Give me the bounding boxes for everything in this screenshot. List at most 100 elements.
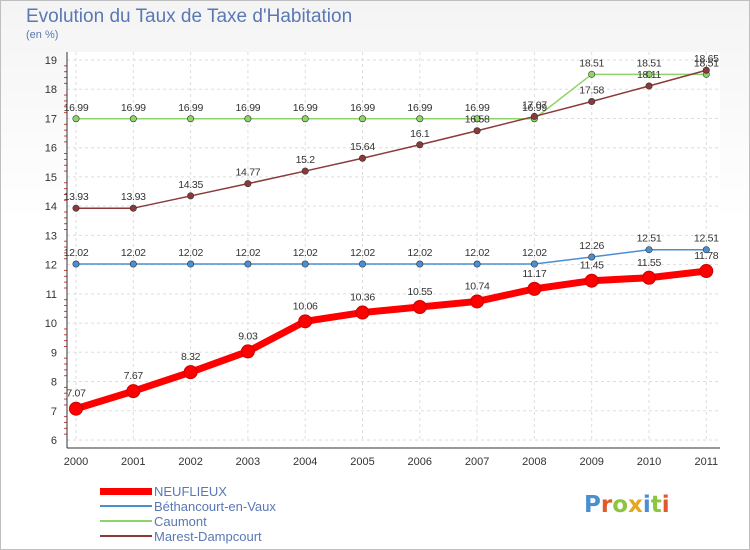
data-label: 18.65	[694, 53, 719, 65]
data-point	[702, 246, 710, 254]
y-tick-label: 18	[45, 84, 57, 96]
x-tick-label: 2011	[694, 456, 718, 468]
data-label: 16.99	[236, 102, 261, 114]
data-point	[298, 314, 313, 329]
data-label: 16.99	[64, 102, 89, 114]
y-tick-label: 17	[45, 113, 57, 125]
x-tick-label: 2006	[408, 456, 432, 468]
data-label: 16.99	[293, 102, 318, 114]
logo-letter: r	[600, 492, 613, 518]
data-label: 18.51	[637, 57, 662, 69]
data-point	[69, 401, 83, 416]
data-label: 16.99	[522, 102, 547, 114]
legend-label: NEUFLIEUX	[154, 484, 227, 499]
y-tick-label: 11	[46, 289, 57, 301]
data-point	[244, 260, 252, 268]
data-label: 11.78	[694, 250, 718, 262]
y-tick-label: 7	[51, 406, 57, 418]
y-tick-label: 16	[45, 143, 57, 155]
y-tick-label: 6	[51, 435, 57, 447]
data-point	[72, 204, 80, 212]
series-line	[75, 248, 708, 265]
series-line	[72, 267, 710, 413]
data-point	[645, 70, 653, 78]
data-point	[126, 384, 141, 399]
data-point	[129, 115, 137, 123]
series-line	[75, 73, 708, 120]
x-tick-label: 2008	[522, 456, 546, 468]
data-label: 7.67	[124, 370, 144, 382]
data-point	[530, 260, 538, 268]
data-label: 11.17	[522, 268, 546, 280]
data-label: 15.2	[296, 154, 316, 166]
data-point	[473, 260, 481, 268]
legend-swatch	[100, 487, 152, 495]
legend-swatch	[100, 505, 152, 507]
data-point	[129, 260, 137, 268]
series-line	[75, 69, 708, 209]
data-point	[584, 273, 599, 288]
data-point	[240, 344, 255, 359]
data-point	[358, 115, 366, 123]
data-point	[645, 82, 653, 90]
data-label: 10.36	[350, 292, 375, 304]
data-point	[183, 365, 198, 380]
data-label: 12.51	[694, 233, 719, 245]
legend-label: Béthancourt-en-Vaux	[154, 499, 276, 514]
data-point	[416, 141, 424, 149]
logo-letter: o	[612, 492, 629, 518]
data-label: 16.99	[121, 102, 146, 114]
chart-subtitle: (en %)	[26, 29, 59, 41]
x-tick-label: 2000	[64, 456, 88, 468]
data-label: 17.58	[579, 85, 604, 97]
y-tick-label: 10	[45, 318, 57, 330]
data-label: 12.02	[178, 247, 203, 259]
x-tick-label: 2002	[178, 456, 202, 468]
legend-label: Caumont	[154, 514, 207, 529]
data-point	[355, 305, 370, 320]
data-label: 12.02	[350, 247, 375, 259]
y-tick-label: 13	[45, 230, 57, 242]
data-label: 7.07	[66, 388, 86, 400]
data-point	[473, 115, 481, 123]
data-label: 11.45	[580, 260, 604, 272]
data-point	[416, 260, 424, 268]
data-point	[642, 270, 656, 285]
data-label: 13.93	[64, 191, 89, 203]
data-point	[645, 246, 653, 254]
data-label: 12.51	[637, 233, 662, 245]
data-label: 12.02	[522, 247, 547, 259]
data-point	[187, 260, 195, 268]
logo-letter: P	[584, 492, 601, 518]
x-tick-label: 2004	[293, 456, 317, 468]
data-label: 14.77	[236, 167, 261, 179]
data-label: 12.02	[121, 247, 146, 259]
data-label: 10.74	[465, 280, 490, 292]
data-point	[702, 66, 710, 74]
x-tick-label: 2005	[350, 456, 374, 468]
data-point	[187, 192, 195, 200]
data-point	[358, 154, 366, 162]
y-tick-label: 19	[45, 55, 57, 67]
data-label: 8.32	[181, 351, 201, 363]
data-label: 13.93	[121, 191, 146, 203]
data-label: 18.11	[637, 69, 661, 81]
data-label: 9.03	[238, 330, 258, 342]
data-point	[358, 260, 366, 268]
data-label: 12.02	[64, 247, 89, 259]
data-point	[473, 127, 481, 135]
x-tick-label: 2010	[637, 456, 661, 468]
data-label: 16.99	[178, 102, 203, 114]
logo-letter: t	[650, 492, 662, 518]
data-label: 12.02	[465, 247, 490, 259]
x-tick-label: 2003	[236, 456, 260, 468]
data-point	[301, 167, 309, 175]
data-label: 17.07	[522, 99, 547, 111]
data-point	[72, 115, 80, 123]
data-label: 15.64	[350, 141, 375, 153]
data-label: 14.35	[178, 179, 203, 191]
data-point	[530, 112, 538, 120]
data-label: 16.99	[465, 102, 490, 114]
x-tick-label: 2001	[121, 456, 145, 468]
